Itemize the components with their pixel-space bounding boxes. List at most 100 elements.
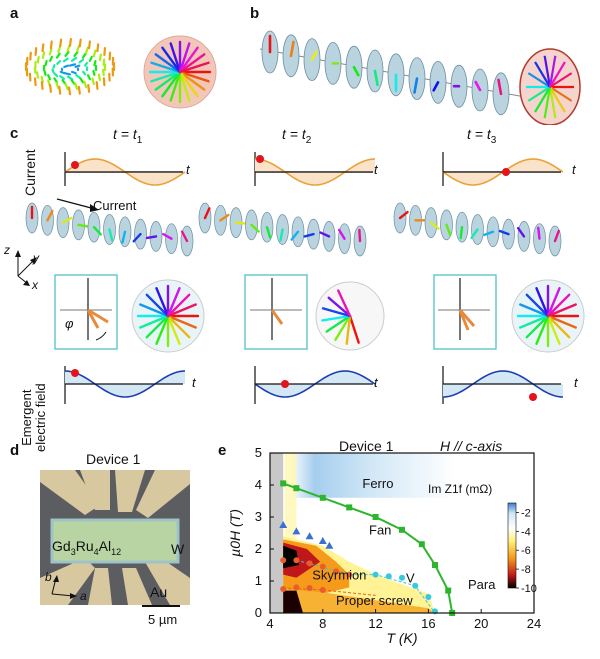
inset-sphere-arrow <box>535 314 550 345</box>
inset-sphere-arrow <box>139 303 170 318</box>
screw-sphere-arrow <box>549 61 566 88</box>
spin-arrow <box>48 55 54 62</box>
inset-sphere-arrow <box>145 293 170 318</box>
screw-spin <box>279 228 284 242</box>
sphere-arrow <box>178 70 199 98</box>
device-title-d: Device 1 <box>86 451 141 467</box>
data-point <box>385 573 392 580</box>
spin-arrow <box>83 61 89 67</box>
spin-arrow <box>81 52 87 59</box>
label-au: Au <box>150 584 168 600</box>
screw-sphere-arrow <box>549 86 566 113</box>
sphere-arrow <box>161 46 182 74</box>
inset-sphere-arrow <box>535 287 550 318</box>
screw-spin <box>145 235 158 240</box>
spin-arrow <box>78 58 85 64</box>
spin-arrow <box>40 81 44 91</box>
panel-a-label: a <box>10 5 19 22</box>
phase-label-v: V <box>406 571 415 586</box>
phase-boundary-line <box>282 482 454 614</box>
screw-spin <box>108 228 114 242</box>
axis-z-label: z <box>4 243 10 257</box>
spin-arrow <box>87 40 92 50</box>
data-point <box>292 527 301 535</box>
screw-sphere-arrow <box>549 86 573 102</box>
screw-spin <box>61 216 73 224</box>
inset-sphere-arrow <box>525 314 550 339</box>
spin-arrow <box>103 47 107 57</box>
screw-sphere-arrow <box>527 72 551 88</box>
excluded-region <box>270 453 284 613</box>
efield-marker-dot <box>71 369 79 377</box>
spin-arrow <box>55 81 60 90</box>
spin-arrow <box>36 71 39 79</box>
data-point <box>280 480 287 487</box>
current-arrow-icon <box>56 198 99 212</box>
spin-arrow <box>47 74 52 81</box>
inset-sphere-arrow <box>166 314 191 339</box>
screw-spin <box>516 226 526 238</box>
inset-sphere-arrow <box>525 293 550 318</box>
screw-spin <box>373 69 379 87</box>
screw-sphere-arrow <box>549 72 573 88</box>
sphere-arrow <box>178 61 210 74</box>
sphere-arrow <box>150 61 182 74</box>
screw-spin <box>474 80 482 92</box>
inset-sphere-arrow <box>546 287 561 318</box>
t-axis-label-6: t <box>574 375 578 390</box>
sphere-arrow <box>161 70 182 98</box>
inset-sphere-arrow <box>345 314 352 346</box>
y-tick-label: 3 <box>255 509 262 524</box>
sphere-arrow <box>178 70 206 91</box>
inset-sphere-arrow <box>325 314 352 333</box>
screw-sphere-arrows <box>526 55 574 119</box>
spin-arrow <box>74 82 79 90</box>
spin-arrow <box>96 43 100 53</box>
data-point <box>346 571 353 578</box>
data-point <box>293 485 300 492</box>
data-point <box>306 560 313 567</box>
phase-label-proper-screw: Proper screw <box>336 593 413 608</box>
current-arrow-label: Current <box>93 198 137 213</box>
screw-spin <box>121 230 127 244</box>
crystal-sample <box>50 518 180 564</box>
efield-marker-dot <box>281 380 289 388</box>
sphere-arrow <box>178 42 191 74</box>
phase-label-ferro: Ferro <box>362 476 393 491</box>
t-axis-label-3: t <box>572 162 576 177</box>
spin-arrow <box>74 64 81 68</box>
inset-sphere-arrow <box>327 296 352 318</box>
x-tick-label: 20 <box>474 616 488 631</box>
phase-label-fan: Fan <box>369 523 391 538</box>
chart-title: Device 1 <box>339 438 394 454</box>
screw-spin <box>290 230 300 241</box>
colorbar-label: Im Z1f (mΩ) <box>428 482 492 496</box>
spin-arrow <box>91 77 95 86</box>
data-point <box>318 537 327 544</box>
screw-spin <box>413 77 419 94</box>
t-axis-label-4: t <box>192 375 196 390</box>
spin-arrow <box>98 53 103 62</box>
time-marker-dot <box>71 161 79 169</box>
current-axis-label: Current <box>22 149 38 196</box>
screw-spin <box>553 229 560 243</box>
efield-wave <box>442 370 564 398</box>
screw-spin <box>358 228 362 243</box>
screw-spin <box>289 40 295 58</box>
spin-arrow <box>70 78 76 86</box>
screw-spin <box>219 213 230 222</box>
data-point <box>319 586 326 593</box>
axis-x-label: x <box>32 278 38 292</box>
inset-sphere-arrow <box>166 314 181 345</box>
sphere-arrow <box>178 70 191 102</box>
sphere-arrow <box>154 53 182 74</box>
x-tick-label: 16 <box>421 616 435 631</box>
sphere-arrow <box>178 70 210 83</box>
y-tick-label: 1 <box>255 573 262 588</box>
data-point <box>372 571 379 578</box>
time-label-2: t = t2 <box>282 126 312 146</box>
axis-b-label: b <box>45 570 52 584</box>
skyrmion-arrow-field <box>24 37 116 96</box>
spin-arrow <box>87 83 91 93</box>
inset-sphere-arrow <box>166 287 181 318</box>
